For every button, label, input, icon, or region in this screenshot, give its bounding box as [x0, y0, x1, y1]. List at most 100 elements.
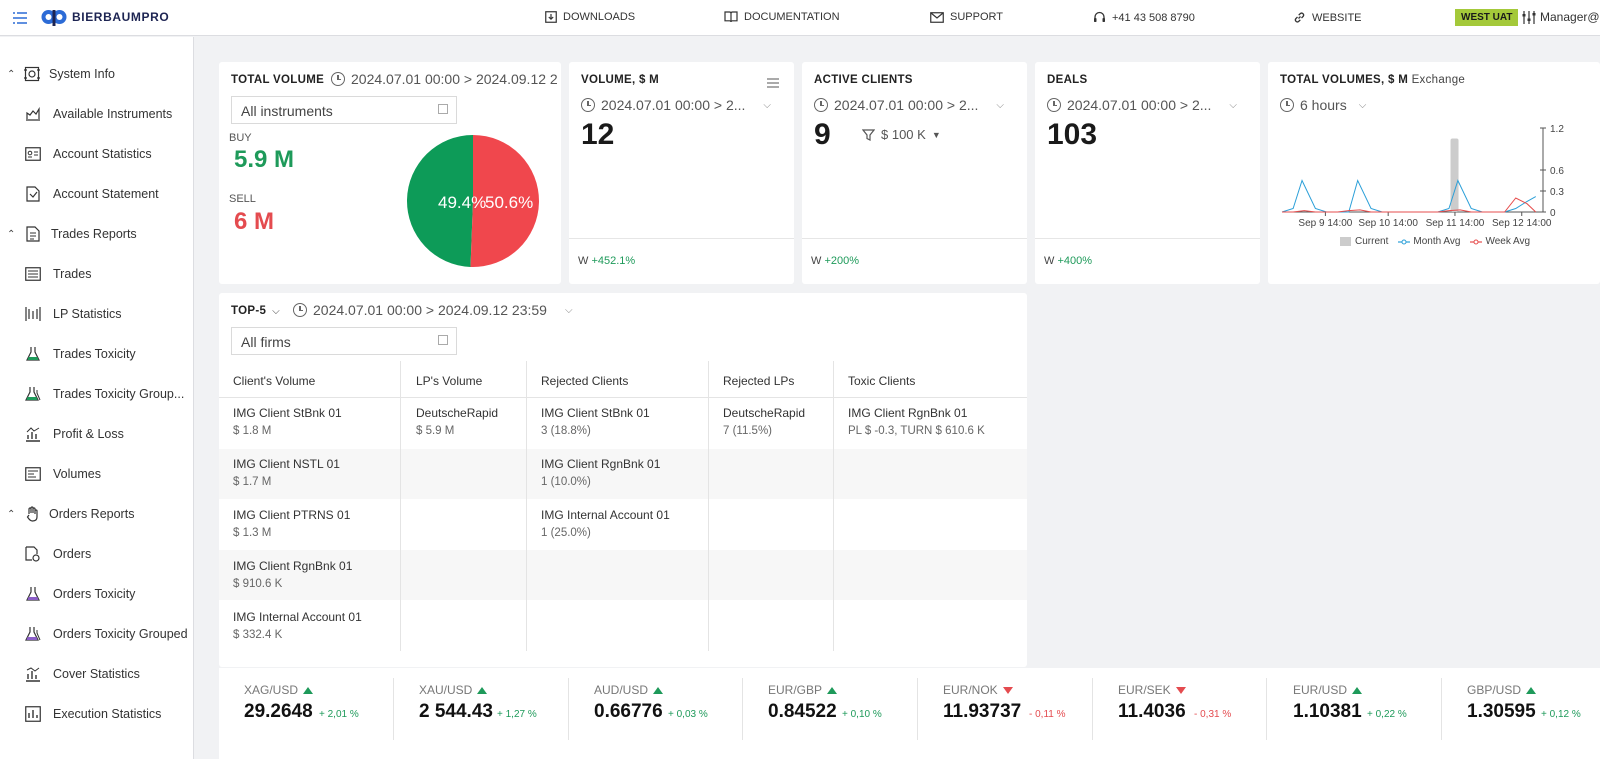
sidebar-item-orders-toxicity-grouped[interactable]: Orders Toxicity Grouped: [0, 614, 193, 654]
sidebar-item-account-statistics[interactable]: Account Statistics: [0, 134, 193, 174]
hamburger-menu-icon[interactable]: [767, 75, 779, 93]
chevron-down-icon[interactable]: ⌵: [996, 99, 1004, 111]
top-bar: BIERBAUMPRO DOWNLOADS DOCUMENTATION SUPP…: [0, 0, 1600, 36]
menu-toggle-icon[interactable]: [13, 11, 27, 24]
period-label: W: [811, 254, 822, 267]
brand-logo[interactable]: BIERBAUMPRO: [41, 8, 169, 26]
caret-down-icon[interactable]: ▼: [931, 129, 941, 140]
sidebar-item-available-instruments[interactable]: Available Instruments: [0, 94, 193, 134]
arrow-up-icon: [827, 686, 838, 694]
deals-value: 103: [1047, 118, 1098, 151]
ticker-price: 29.2648: [244, 701, 313, 722]
legend-current[interactable]: Current: [1340, 236, 1388, 247]
ticker-pair-eurnok[interactable]: EUR/NOK: [943, 683, 1013, 697]
sidebar-item-trades-toxicity[interactable]: Trades Toxicity: [0, 334, 193, 374]
clear-icon[interactable]: [438, 335, 448, 345]
cell-name[interactable]: IMG Internal Account 01: [233, 610, 362, 624]
sidebar-item-orders-toxicity[interactable]: Orders Toxicity: [0, 574, 193, 614]
cell-name[interactable]: IMG Client StBnk 01: [541, 406, 650, 420]
legend-week-avg[interactable]: Week Avg: [1470, 236, 1530, 247]
cell-name[interactable]: DeutscheRapid: [723, 406, 806, 420]
sidebar-label: Trades: [53, 267, 92, 281]
cell-name[interactable]: IMG Client NSTL 01: [233, 457, 340, 471]
nav-downloads-label: DOWNLOADS: [563, 11, 636, 23]
nav-support[interactable]: SUPPORT: [930, 11, 1003, 23]
orders-icon: [25, 546, 41, 562]
legend-month-avg[interactable]: Month Avg: [1398, 236, 1460, 247]
arrow-up-icon: [653, 686, 664, 694]
ticker-pair-xagusd[interactable]: XAG/USD: [244, 683, 314, 697]
sidebar-label: Account Statement: [53, 187, 159, 201]
ticker-pair-xauusd[interactable]: XAU/USD: [419, 683, 488, 697]
ticker-pair-eurusd[interactable]: EUR/USD: [1293, 683, 1363, 697]
top5-title-dropdown[interactable]: TOP-5 ⌵: [231, 305, 280, 317]
sidebar-item-trades[interactable]: Trades: [0, 254, 193, 294]
chevron-down-icon[interactable]: ⌵: [763, 99, 771, 111]
ticker-change: + 2,01 %: [319, 709, 359, 720]
sidebar-item-cover-statistics[interactable]: Cover Statistics: [0, 654, 193, 694]
cell-name[interactable]: DeutscheRapid: [416, 406, 499, 420]
column-divider: [400, 361, 401, 651]
chevron-down-icon[interactable]: ⌵: [1229, 99, 1237, 111]
flask-purple-icon: [25, 586, 41, 602]
list-icon: [25, 266, 41, 282]
chevron-up-icon[interactable]: ⌃: [7, 68, 16, 80]
cell-value: $ 5.9 M: [416, 425, 455, 437]
ticker-divider: [393, 678, 394, 740]
chevron-down-icon[interactable]: ⌵: [1358, 99, 1367, 111]
chevron-up-icon[interactable]: ⌃: [7, 228, 16, 240]
cell-name[interactable]: IMG Client RgnBnk 01: [541, 457, 661, 471]
column-header[interactable]: Toxic Clients: [848, 374, 916, 388]
nav-downloads[interactable]: DOWNLOADS: [545, 11, 635, 23]
date-range-selector[interactable]: 2024.07.01 00:00 > 2... ⌵: [814, 97, 1004, 113]
sidebar-item-orders[interactable]: Orders: [0, 534, 193, 574]
nav-website[interactable]: WEBSITE: [1293, 11, 1362, 24]
chevron-up-icon[interactable]: ⌃: [7, 508, 16, 520]
sidebar-item-volumes[interactable]: Volumes: [0, 454, 193, 494]
cell-name[interactable]: IMG Client RgnBnk 01: [848, 406, 968, 420]
user-menu[interactable]: Manager@: [1522, 10, 1600, 24]
clock-icon: [814, 98, 828, 112]
ticker-pair-eursek[interactable]: EUR/SEK: [1118, 683, 1186, 697]
date-range-selector[interactable]: 2024.07.01 00:00 > 2... ⌵: [581, 97, 771, 113]
x-tick-label: Sep 11 14:00: [1426, 218, 1485, 229]
volume-filter[interactable]: $ 100 K ▼: [862, 127, 941, 142]
arrow-down-icon: [1175, 686, 1186, 694]
date-range-selector[interactable]: 2024.07.01 00:00 > 2024.09.12 23:59 ⌵: [293, 302, 573, 318]
cell-name[interactable]: IMG Client PTRNS 01: [233, 508, 351, 522]
clear-icon[interactable]: [438, 104, 448, 114]
arrow-up-icon: [1352, 686, 1363, 694]
interval-selector[interactable]: 6 hours ⌵: [1280, 97, 1366, 113]
pair-name: EUR/NOK: [943, 683, 998, 697]
sidebar-item-account-statement[interactable]: Account Statement: [0, 174, 193, 214]
sidebar-item-execution-statistics[interactable]: Execution Statistics: [0, 694, 193, 734]
nav-website-label: WEBSITE: [1312, 11, 1362, 24]
column-header[interactable]: Rejected LPs: [723, 374, 795, 388]
cell-name[interactable]: IMG Client RgnBnk 01: [233, 559, 353, 573]
column-header[interactable]: Client's Volume: [233, 374, 316, 388]
sidebar-group-orders-reports[interactable]: ⌃ Orders Reports: [0, 494, 193, 534]
cell-value: 1 (25.0%): [541, 527, 591, 539]
instrument-filter[interactable]: All instruments: [231, 96, 457, 124]
ticker-pair-gbpusd[interactable]: GBP/USD: [1467, 683, 1537, 697]
sidebar-item-trades-toxicity-grouped[interactable]: Trades Toxicity Group...: [0, 374, 193, 414]
cell-name[interactable]: IMG Internal Account 01: [541, 508, 670, 522]
sidebar-item-profit-loss[interactable]: Profit & Loss: [0, 414, 193, 454]
date-range-selector[interactable]: 2024.07.01 00:00 > 2024.09.12 2: [331, 71, 558, 87]
sidebar-item-lp-statistics[interactable]: LP Statistics: [0, 294, 193, 334]
sidebar-group-trades-reports[interactable]: ⌃ Trades Reports: [0, 214, 193, 254]
nav-phone[interactable]: +41 43 508 8790: [1093, 11, 1195, 24]
ticker-pair-audusd[interactable]: AUD/USD: [594, 683, 664, 697]
cell-value: $ 1.8 M: [233, 425, 272, 437]
column-header[interactable]: LP's Volume: [416, 374, 483, 388]
cell-name[interactable]: IMG Client StBnk 01: [233, 406, 342, 420]
ticker-pair-eurgbp[interactable]: EUR/GBP: [768, 683, 838, 697]
firm-filter[interactable]: All firms: [231, 327, 457, 355]
sidebar-group-system-info[interactable]: ⌃ System Info: [0, 54, 193, 94]
clock-icon: [581, 98, 595, 112]
column-header[interactable]: Rejected Clients: [541, 374, 629, 388]
date-range-selector[interactable]: 2024.07.01 00:00 > 2... ⌵: [1047, 97, 1237, 113]
ticker-change: + 1,27 %: [497, 709, 537, 720]
chevron-down-icon[interactable]: ⌵: [564, 304, 573, 316]
nav-documentation[interactable]: DOCUMENTATION: [724, 11, 840, 23]
